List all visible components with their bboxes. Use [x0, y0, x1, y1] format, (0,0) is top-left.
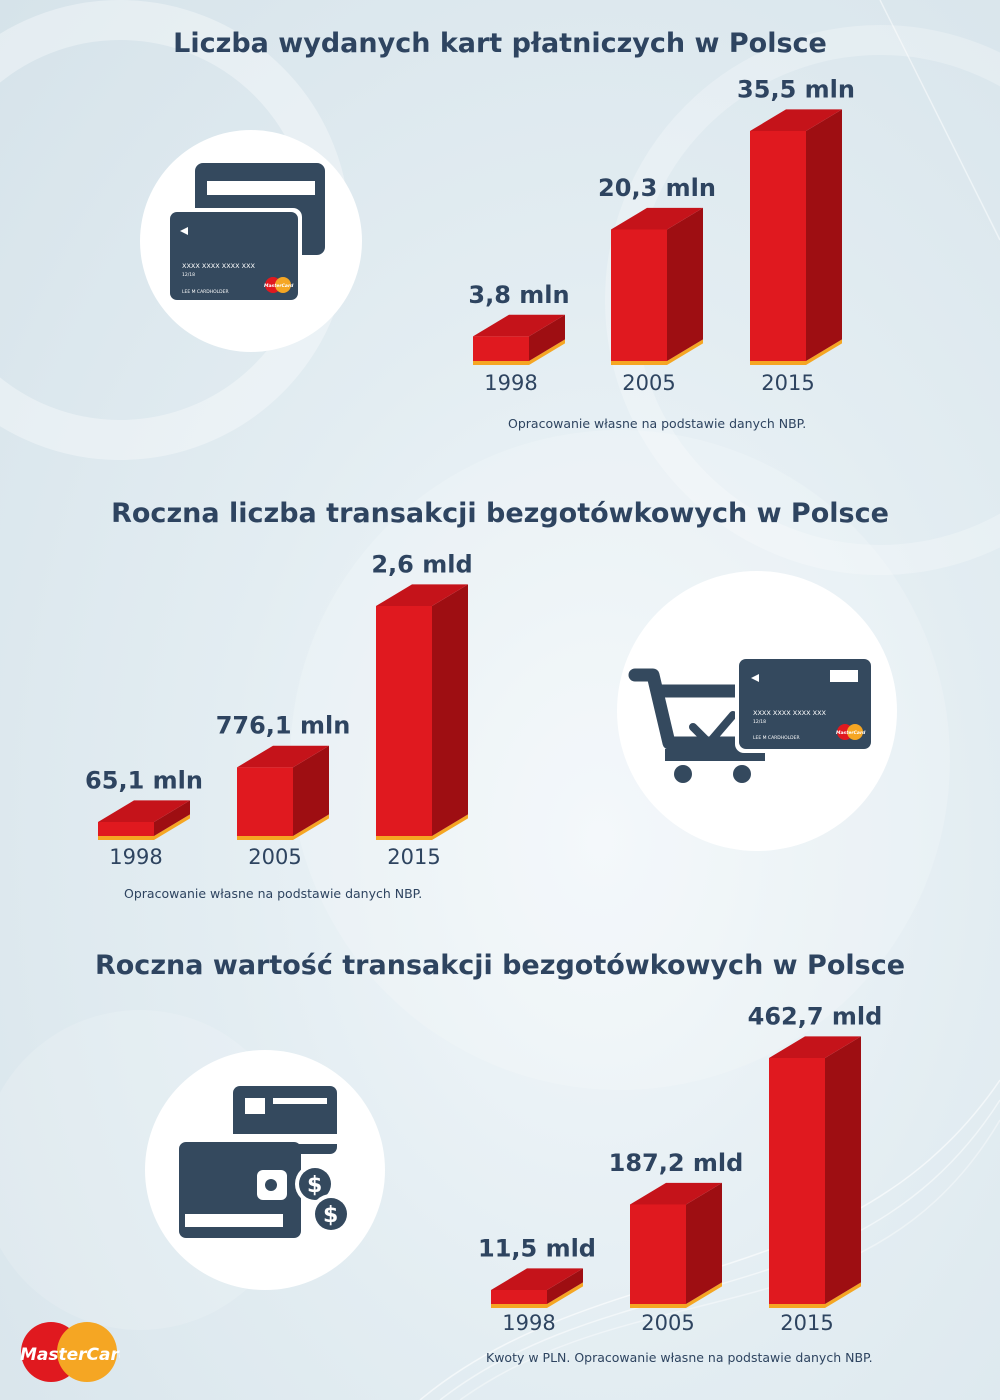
card-holder: LEE M CARDHOLDER: [182, 289, 229, 295]
year-label-1998: 1998: [502, 1311, 555, 1335]
section-2-title: Roczna liczba transakcji bezgotówkowych …: [111, 498, 889, 529]
chart-2: 65,1 mln 1998 776,1 mln 2005 2,6 mld 2015: [85, 550, 473, 869]
svg-text:$: $: [323, 1203, 338, 1228]
mastercard-logo: MasterCard: [20, 1322, 120, 1382]
section-3-source: Kwoty w PLN. Opracowanie własne na podst…: [486, 1350, 873, 1365]
card-holder-2: LEE M CARDHOLDER: [753, 735, 800, 741]
value-label-2015: 35,5 mln: [737, 75, 855, 103]
bar-2005: [237, 745, 329, 840]
year-label-2015: 2015: [761, 371, 814, 395]
card-brand: MasterCard: [264, 283, 294, 289]
value-label-2005: 20,3 mln: [598, 174, 716, 202]
card-number-2: XXXX XXXX XXXX XXX: [753, 709, 827, 717]
year-label-1998: 1998: [109, 845, 162, 869]
svg-text:$: $: [307, 1173, 322, 1198]
value-label-1998: 65,1 mln: [85, 766, 203, 794]
section-2-source: Opracowanie własne na podstawie danych N…: [124, 886, 423, 901]
year-label-2005: 2005: [248, 845, 301, 869]
section-1-title: Liczba wydanych kart płatniczych w Polsc…: [173, 28, 827, 59]
card-expiry: 12/18: [182, 272, 195, 278]
bar-2005: [630, 1182, 722, 1308]
bar-2015: [750, 109, 842, 365]
bar-2015: [376, 584, 468, 840]
value-label-2005: 187,2 mld: [609, 1149, 744, 1177]
chart-1: 3,8 mln 1998 20,3 mln 2005 35,5 mln 2015: [468, 75, 855, 395]
credit-cards-icon: XXXX XXXX XXXX XXX 12/18 LEE M CARDHOLDE…: [140, 130, 362, 352]
card-expiry-2: 12/18: [753, 719, 766, 725]
section-1-source: Opracowanie własne na podstawie danych N…: [508, 416, 807, 431]
year-label-2005: 2005: [622, 371, 675, 395]
value-label-1998: 3,8 mln: [468, 281, 569, 309]
value-label-2015: 462,7 mld: [748, 1002, 883, 1030]
logo-text: MasterCard: [20, 1345, 120, 1365]
chart-3: 11,5 mld 1998 187,2 mld 2005 462,7 mld 2015: [478, 1002, 883, 1335]
year-label-2005: 2005: [641, 1311, 694, 1335]
bar-1998: [473, 314, 565, 365]
shopping-cart-card-icon: XXXX XXXX XXXX XXX 12/18 LEE M CARDHOLDE…: [617, 571, 897, 851]
year-label-2015: 2015: [780, 1311, 833, 1335]
value-label-2015: 2,6 mld: [371, 550, 472, 578]
year-label-1998: 1998: [484, 371, 537, 395]
card-number: XXXX XXXX XXXX XXX: [182, 262, 256, 270]
bar-2005: [611, 207, 703, 365]
year-label-2015: 2015: [387, 845, 440, 869]
section-3-title: Roczna wartość transakcji bezgotówkowych…: [94, 950, 906, 981]
bar-2015: [769, 1036, 861, 1308]
card-brand-2: MasterCard: [836, 730, 866, 736]
wallet-coins-icon: $ $: [145, 1050, 385, 1290]
bar-1998: [98, 800, 190, 840]
value-label-2005: 776,1 mln: [216, 712, 351, 740]
value-label-1998: 11,5 mld: [478, 1234, 596, 1262]
bar-1998: [491, 1268, 583, 1308]
